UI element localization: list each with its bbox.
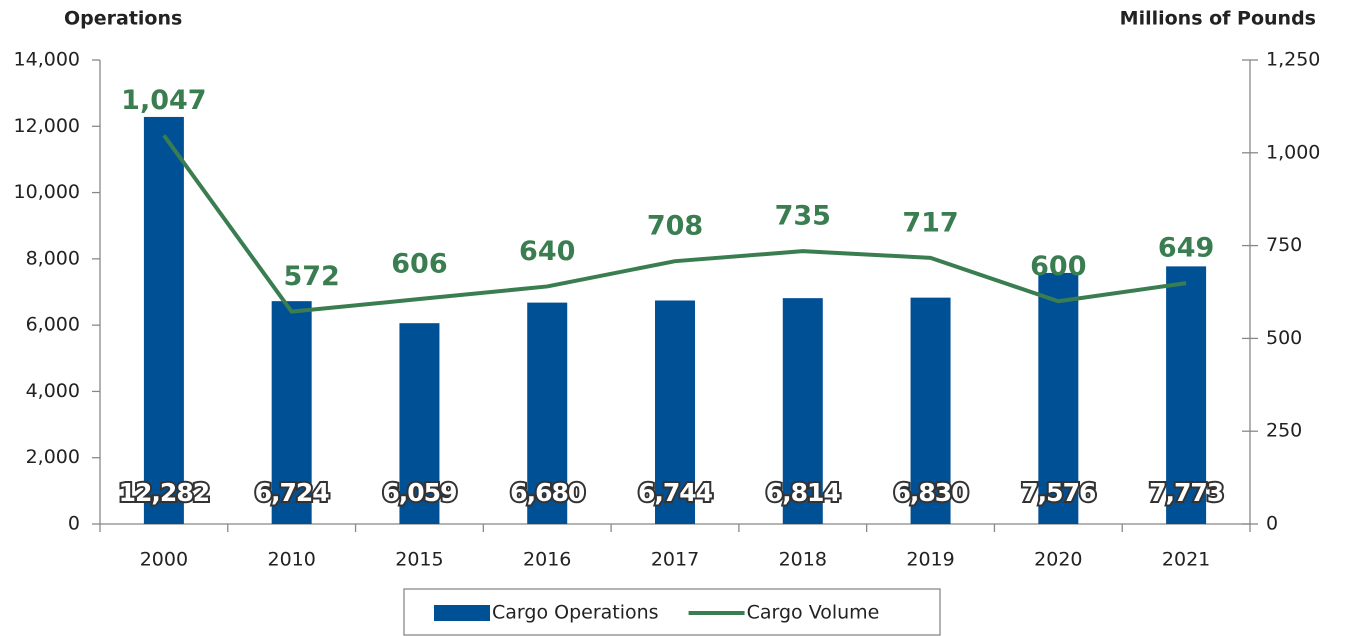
line-value-label: 640 <box>519 236 575 267</box>
x-tick-label: 2016 <box>523 549 571 571</box>
y2-tick-label: 1,250 <box>1266 49 1320 71</box>
bar-value-label: 7,576 <box>1021 478 1096 507</box>
y2-axis-title: Millions of Pounds <box>1120 8 1316 30</box>
y-axis-title: Operations <box>64 8 182 30</box>
bar <box>1166 266 1207 524</box>
line <box>162 134 1187 314</box>
bar-value-label: 6,744 <box>638 478 713 507</box>
x-tick-label: 2000 <box>140 549 188 571</box>
y-tick-label: 2,000 <box>26 446 80 468</box>
x-tick-label: 2020 <box>1034 549 1082 571</box>
legend-box <box>403 588 941 636</box>
bar <box>143 116 184 525</box>
legend-swatch <box>434 605 490 621</box>
line-value-label: 649 <box>1158 233 1214 264</box>
y-tick-label: 6,000 <box>26 314 80 336</box>
x-tick-label: 2010 <box>267 549 315 571</box>
bar-value-label: 6,814 <box>766 478 841 507</box>
y2-tick-label: 250 <box>1266 420 1302 442</box>
line-value-label: 572 <box>283 261 339 292</box>
bar <box>527 302 568 524</box>
bar <box>782 298 823 524</box>
bar <box>910 297 951 524</box>
y2-tick-label: 0 <box>1266 513 1278 535</box>
y2-tick-label: 750 <box>1266 234 1302 256</box>
y2-tick-label: 1,000 <box>1266 141 1320 163</box>
y-tick-label: 14,000 <box>14 49 80 71</box>
legend-label: Cargo Volume <box>747 602 880 624</box>
bar <box>655 300 695 524</box>
bar <box>399 323 440 524</box>
bar <box>1038 272 1079 524</box>
x-tick-label: 2015 <box>395 549 443 571</box>
x-tick-label: 2018 <box>779 549 827 571</box>
y-tick-label: 4,000 <box>26 380 80 402</box>
line-value-label: 600 <box>1030 251 1086 282</box>
legend-label: Cargo Operations <box>492 602 659 624</box>
bar-value-label: 7,773 <box>1149 478 1223 507</box>
x-tick-label: 2019 <box>906 549 954 571</box>
bar <box>271 301 312 524</box>
line-value-label: 735 <box>775 201 831 232</box>
y-tick-label: 8,000 <box>26 247 80 269</box>
y-tick-label: 0 <box>68 513 80 535</box>
y2-tick-label: 500 <box>1266 327 1302 349</box>
line-value-label: 606 <box>391 249 447 280</box>
line-value-label: 1,047 <box>121 85 206 116</box>
y-tick-label: 12,000 <box>14 115 80 137</box>
bar-value-label: 6,724 <box>255 478 330 507</box>
x-tick-label: 2021 <box>1162 549 1210 571</box>
bar-value-label: 6,680 <box>510 478 585 507</box>
line-value-label: 708 <box>647 211 703 242</box>
bar-value-label: 6,830 <box>894 478 969 507</box>
y-tick-label: 10,000 <box>14 181 80 203</box>
bar-value-label: 12,282 <box>119 478 209 507</box>
bar-value-label: 6,059 <box>382 478 456 507</box>
line-value-label: 717 <box>902 207 958 238</box>
x-tick-label: 2017 <box>651 549 699 571</box>
